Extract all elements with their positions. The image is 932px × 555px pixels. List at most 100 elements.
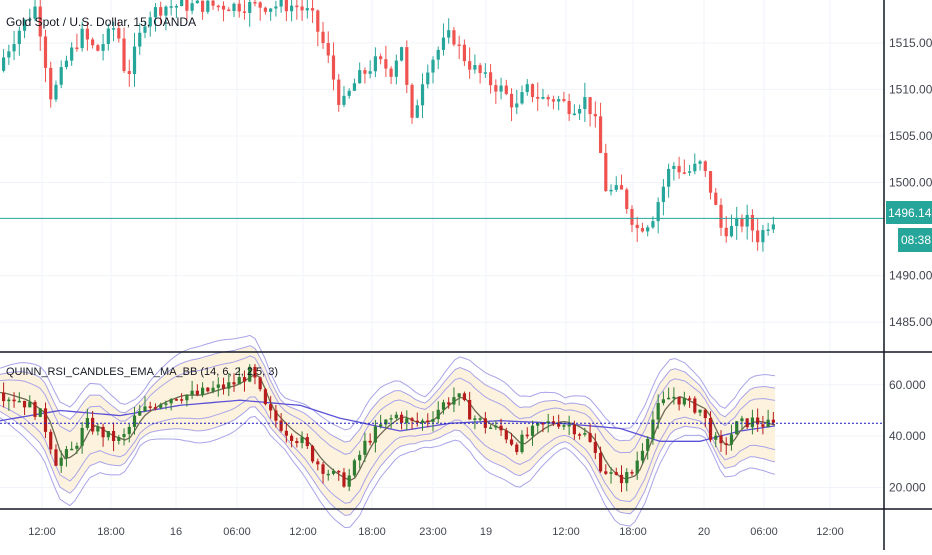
rsi-candle-body [588,433,592,442]
candle-body [352,83,357,91]
candle-body [724,227,728,237]
candle-body [227,9,231,12]
candle-body [96,45,100,51]
candle-body [321,31,325,44]
rsi-candle-body [687,398,692,400]
rsi-candle-body [651,419,655,439]
indicator-title[interactable]: QUINN_RSI_CANDLES_EMA_MA_BB (14, 6, 2, 2… [6,366,278,378]
indicator-tick-label: 40.000 [889,429,926,443]
candle-body [43,36,48,68]
rsi-candle-body [7,399,11,402]
rsi-candle-body [750,417,755,428]
rsi-candle-body [200,387,205,395]
rsi-candle-body [138,411,142,416]
candle-body [70,47,74,61]
candle-body [682,172,686,174]
candle-body [290,5,294,12]
rsi-candle-body [274,410,278,421]
price-axis[interactable]: 1515.000 1510.000 1505.000 1500.000 1490.000… [889,36,932,329]
rsi-candle-body [771,419,775,423]
candle-body [488,72,493,86]
bb-band-line [0,415,776,529]
candle-body [509,93,514,108]
candle-body [651,221,655,228]
rsi-candle-body [106,431,110,438]
rsi-candle-body [300,437,304,444]
candle-body [499,85,503,92]
rsi-candle-body [384,419,388,425]
candle-body [248,2,252,13]
candle-body [405,47,409,85]
rsi-candle-body [258,377,262,390]
rsi-candle-body [562,425,566,427]
rsi-candle-body [159,404,163,408]
candle-body [468,61,472,70]
rsi-candle-body [180,399,184,401]
indicator-tick-label: 60.000 [889,378,926,392]
bb-band-line [0,396,776,504]
candle-body [625,189,629,209]
rsi-candle-body [331,470,336,474]
bollinger-fill [0,345,775,516]
main-chart-title[interactable]: Gold Spot / U.S. Dollar, 15, OANDA [6,15,196,29]
candle-body [525,84,529,93]
candle-body [342,95,346,105]
candle-body [735,218,739,227]
candle-body [415,105,419,118]
candle-body [310,8,315,11]
rsi-candle-body [174,399,179,401]
rsi-candle-body [310,446,315,462]
rsi-candle-body [295,440,299,444]
candle-body [394,60,398,77]
candle-body [447,30,451,38]
last-price-label: 1496.148 [888,206,932,220]
price-tick-label: 1505.000 [889,129,932,143]
candle-body [305,8,309,11]
candle-body [174,6,179,8]
candle-body [159,7,163,16]
rsi-candle-body [321,464,325,474]
time-axis[interactable]: 12:00 18:00 16 06:00 12:00 18:00 23:00 1… [28,526,844,538]
bb-band-line [0,406,776,516]
rsi-candle-body [462,393,467,400]
price-tick-label: 1500.000 [889,176,932,190]
rsi-candle-body [635,460,639,474]
rsi-candle-body [153,407,158,409]
candle-body [279,0,283,7]
candle-body [232,3,236,12]
rsi-candle-body [38,408,42,417]
price-tick-label: 1510.000 [889,82,932,96]
countdown-label: 08:38 [901,233,931,247]
rsi-candle-body [724,443,728,445]
rsi-candle-body [536,423,540,426]
rsi-candle-body [363,440,367,455]
candle-body [195,0,199,4]
candle-body [687,171,692,173]
candle-body [536,97,540,99]
rsi-candle-body [242,377,247,382]
candle-body [143,26,147,33]
rsi-candle-body [111,431,116,441]
rsi-candle-body [290,435,294,441]
candle-body [28,18,32,21]
rsi-candle-body [64,449,69,458]
rsi-candle-body [143,406,147,412]
candle-body [646,227,650,232]
candle-body [153,7,158,18]
candle-body [91,39,95,46]
rsi-candle-body [80,427,84,446]
price-candles[interactable] [2,0,775,252]
time-label: 12:00 [28,526,56,538]
candle-body [729,226,734,237]
candle-body [677,165,681,173]
rsi-candle-body [735,421,739,435]
candle-body [693,163,697,172]
rsi-candle-body [305,437,309,447]
candle-body [462,44,467,62]
candle-body [300,6,304,11]
candle-body [263,7,268,12]
indicator-axis[interactable]: 60.000 40.000 20.000 [889,378,926,495]
candle-body [127,71,131,75]
candle-body [132,46,137,75]
